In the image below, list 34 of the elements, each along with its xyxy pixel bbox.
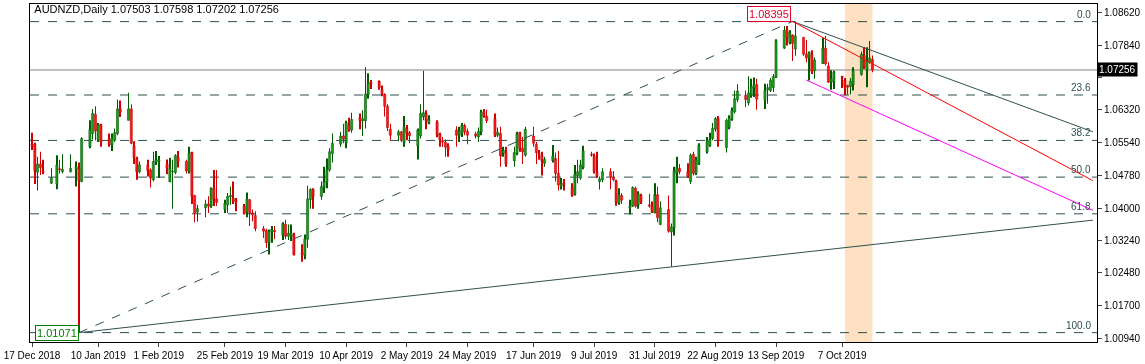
x-tick-label: 1 Feb 2019 (133, 350, 185, 361)
y-tick-label: 1.05540 (1104, 137, 1141, 149)
annotation: 61.8 (1071, 201, 1091, 212)
y-tick-label: 1.04780 (1104, 169, 1141, 181)
y-tick-label: 1.00940 (1104, 332, 1141, 344)
y-tick-label: 1.02480 (1104, 267, 1141, 279)
x-tick-label: 9 Jul 2019 (571, 350, 618, 361)
annotation: 1.08395 (749, 8, 789, 20)
x-tick-label: 17 Jun 2019 (506, 350, 562, 361)
x-tick-label: 22 Aug 2019 (687, 350, 744, 361)
y-tick-label: 1.04000 (1104, 202, 1141, 214)
x-tick-label: 25 Feb 2019 (196, 350, 254, 361)
annotation: 100.0 (1066, 320, 1092, 331)
x-tick-label: 31 Jul 2019 (628, 350, 682, 361)
annotation: 0.0 (1077, 9, 1092, 20)
x-tick-label: 19 Mar 2019 (257, 350, 315, 361)
x-tick-label: 7 Oct 2019 (817, 350, 868, 361)
annotation: 23.6 (1071, 82, 1091, 93)
y-tick-label: 1.08620 (1104, 6, 1141, 18)
y-tick-label: 1.06320 (1104, 104, 1141, 116)
y-tick-label: 1.01700 (1104, 300, 1141, 312)
y-tick-label: 1.03240 (1104, 235, 1141, 247)
x-tick-label: 10 Apr 2019 (319, 350, 374, 361)
x-tick-label: 10 Jan 2019 (70, 350, 127, 361)
x-tick-label: 2 May 2019 (380, 350, 434, 361)
chart-title: AUDNZD,Daily 1.07503 1.07598 1.07202 1.07256 (34, 3, 279, 16)
x-tick-label: 13 Sep 2019 (747, 350, 805, 361)
x-tick-label: 24 May 2019 (438, 350, 497, 361)
x-tick-label: 17 Dec 2018 (3, 350, 61, 361)
annotation: 38.2 (1071, 127, 1091, 138)
annotation: 50.0 (1071, 164, 1091, 175)
y-tick-label: 1.07840 (1104, 39, 1141, 51)
ref-line-label: 1.07256 (1099, 64, 1136, 75)
annotation: 1.01071 (37, 327, 77, 339)
